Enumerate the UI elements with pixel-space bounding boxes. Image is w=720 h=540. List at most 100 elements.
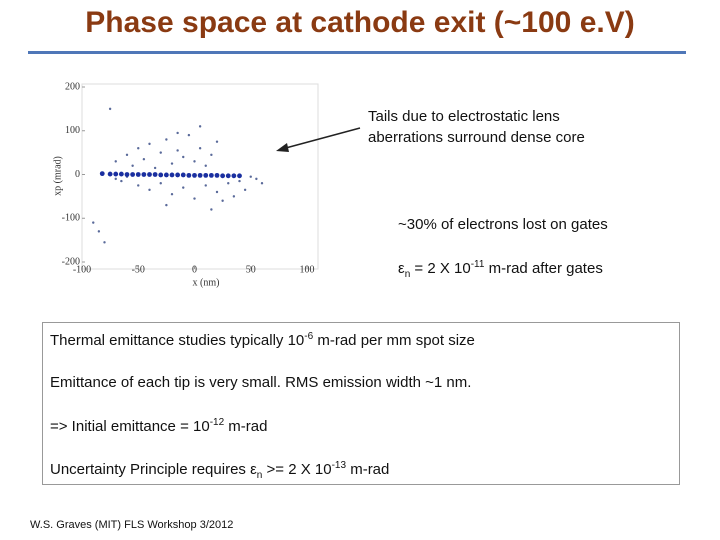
scatter-point [158, 172, 164, 178]
scatter-point [193, 160, 196, 163]
box-line: => Initial emittance = 10-12 m-rad [50, 417, 267, 435]
note: εn = 2 X 10-11 m-rad after gates [398, 259, 603, 280]
scatter-point [159, 182, 162, 185]
scatter-point [131, 164, 134, 167]
scatter-point [182, 186, 185, 189]
text: m-rad after gates [484, 260, 603, 277]
callout-line: Tails due to electrostatic lens [368, 108, 560, 125]
scatter-point [113, 171, 119, 177]
text: n [256, 470, 263, 481]
scatter-point [260, 182, 264, 185]
scatter-point [225, 173, 231, 179]
x-tick-label: 0 [192, 264, 197, 275]
arrow-head [276, 143, 289, 152]
scatter-point [159, 151, 162, 154]
title: Phase space at cathode exit (~100 e.V) [85, 6, 635, 39]
scatter-point [180, 172, 186, 178]
scatter-point [107, 171, 113, 177]
note: ~30% of electrons lost on gates [398, 216, 608, 233]
plot-frame [81, 83, 319, 270]
callout-line: aberrations surround dense core [368, 129, 585, 146]
scatter-point [165, 138, 168, 141]
text: ε [398, 260, 405, 277]
scatter-point [249, 175, 252, 178]
scatter-point [170, 192, 174, 196]
scatter-point [198, 147, 202, 150]
text: n [404, 269, 411, 280]
scatter-point [193, 197, 196, 200]
arrow [281, 127, 361, 150]
box-line: Thermal emittance studies typically 10-6… [50, 331, 475, 349]
scatter-point [97, 230, 101, 233]
y-tick-label: 200 [65, 81, 80, 92]
text: m-rad [224, 418, 268, 435]
scatter-point [227, 182, 230, 185]
scatter-point [141, 172, 147, 177]
text: -11 [470, 259, 485, 270]
scatter-point [255, 177, 258, 181]
scatter-point [204, 164, 207, 167]
box-line: Emittance of each tip is very small. RMS… [50, 374, 471, 391]
scatter-point [182, 155, 185, 159]
scatter-point [114, 160, 117, 163]
scatter-point [135, 172, 141, 177]
scatter-point [187, 133, 191, 137]
scatter-point [198, 125, 202, 128]
x-tick-label: 100 [300, 264, 315, 275]
scatter-point [231, 173, 237, 179]
text: -13 [331, 460, 347, 471]
text: Emittance of each tip is very small. RMS… [50, 374, 472, 391]
scatter-point [120, 179, 123, 183]
text: = 2 X 10 [410, 260, 471, 277]
scatter-point [165, 203, 168, 207]
scatter-point [152, 172, 158, 177]
scatter-point [148, 142, 151, 146]
scatter-point [197, 172, 203, 178]
scatter-point [208, 172, 214, 178]
scatter-point [103, 241, 106, 244]
scatter-point [243, 188, 247, 192]
text: -6 [304, 331, 314, 342]
y-tick-label: -200 [62, 256, 80, 267]
footer: W.S. Graves (MIT) FLS Workshop 3/2012 [30, 519, 234, 531]
scatter-point [163, 172, 169, 178]
scatter-point [214, 172, 220, 178]
scatter-point [130, 172, 136, 177]
scatter-point [210, 153, 213, 157]
text: => Initial emittance = 10 [50, 418, 210, 435]
scatter-point [99, 171, 105, 177]
scatter-point [170, 162, 174, 165]
scatter-point [137, 147, 140, 150]
scatter-point [118, 171, 124, 177]
scatter-point [192, 172, 197, 178]
scatter-point [175, 172, 181, 178]
scatter-point [137, 184, 140, 187]
scatter-point [221, 199, 224, 202]
scatter-point [210, 208, 213, 211]
scatter-point [203, 172, 209, 178]
y-axis-label: xp (mrad) [52, 156, 63, 196]
y-tick-label: 0 [75, 169, 80, 180]
x-tick-label: -100 [73, 264, 91, 275]
scatter-point [114, 177, 117, 181]
text: m-rad [346, 461, 390, 478]
text: Thermal emittance studies typically 10 [50, 332, 305, 349]
box-line: Uncertainty Principle requires εn >= 2 X… [50, 460, 389, 481]
scatter-point [204, 184, 207, 187]
text: -12 [209, 417, 225, 428]
scatter-point [176, 149, 179, 152]
scatter-point [148, 188, 151, 192]
text: Uncertainty Principle requires ε [50, 461, 257, 478]
scatter-point [147, 172, 152, 177]
scatter-point [186, 172, 192, 178]
scatter-point [108, 107, 112, 111]
scatter-point [215, 140, 219, 143]
text: m-rad per mm spot size [313, 332, 475, 349]
x-tick-label: -50 [132, 264, 145, 275]
scatter-point [153, 166, 157, 170]
y-tick-label: 100 [65, 125, 80, 136]
scatter-point [124, 172, 130, 177]
scatter-point [169, 172, 175, 178]
scatter-point [176, 131, 179, 135]
